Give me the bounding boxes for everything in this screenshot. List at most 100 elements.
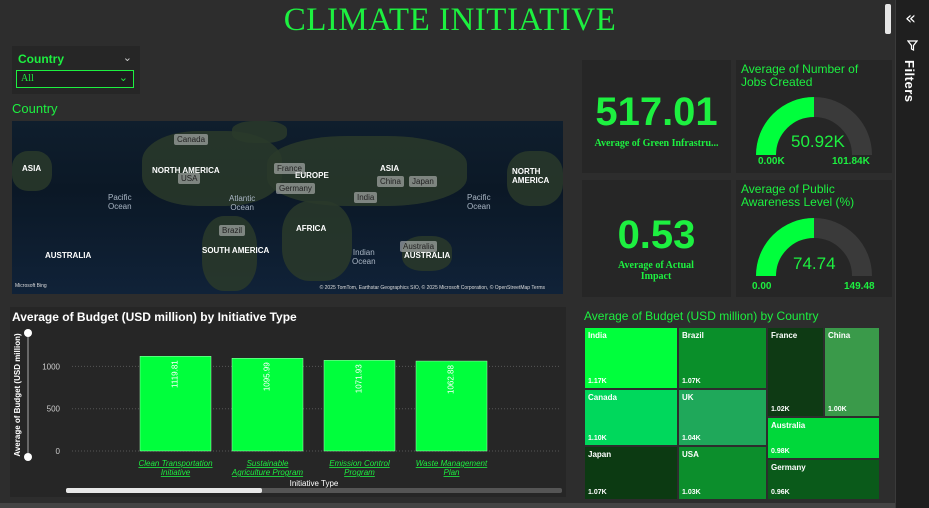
map-pin-usa[interactable]: USA (178, 173, 201, 184)
tile-name: France (771, 331, 798, 340)
map-pin-china[interactable]: China (377, 176, 404, 187)
country-slicer[interactable]: Country ⌄ All ⌄ (12, 46, 140, 94)
treemap-tile[interactable]: India 1.17K (584, 327, 678, 389)
continent-label: NORTH AMERICA (512, 167, 550, 185)
treemap-tile[interactable]: China 1.00K (824, 327, 880, 417)
land-west-americas (507, 151, 563, 206)
map-pin-australia[interactable]: Australia (400, 241, 438, 252)
dropdown-chevron-icon: ⌄ (118, 72, 128, 84)
continent-label: EUROPE (295, 171, 329, 180)
y-axis-slider-handle (24, 329, 32, 337)
tile-value: 1.07K (682, 378, 701, 385)
map-credit: © 2025 TomTom, Earthstar Geographics SIO… (319, 285, 545, 291)
map-title: Country (12, 101, 58, 116)
bar-chart-title: Average of Budget (USD million) by Initi… (12, 310, 297, 324)
kpi-card-green-infrastructure: 517.01 Average of Green Infrastru... (582, 60, 731, 173)
gauge-title: Average of Number of Jobs Created (741, 62, 859, 89)
gauge-min: 0.00 (752, 281, 772, 292)
ocean-label: Pacific Ocean (108, 193, 132, 211)
gauge-value: 74.74 (793, 254, 836, 273)
treemap-tile[interactable]: France 1.02K (767, 327, 824, 417)
bar (323, 360, 396, 452)
map-pin-india[interactable]: India (354, 192, 378, 203)
bar-value-label: 1071.93 (355, 364, 364, 393)
map-pin-france[interactable]: France (274, 163, 305, 174)
collapse-chevron-icon[interactable]: « (905, 8, 917, 29)
filters-label: Filters (902, 60, 917, 103)
kpi-label: Average of Green Infrastru... (594, 138, 719, 149)
tile-value: 0.96K (771, 489, 790, 496)
y-tick-label: 500 (47, 405, 61, 414)
kpi-card-actual-impact: 0.53 Average of Actual Impact (582, 180, 731, 297)
gauge-card-jobs: Average of Number of Jobs Created 50.92K… (736, 60, 892, 173)
map-pin-japan[interactable]: Japan (409, 176, 437, 187)
x-scrollbar-thumb (66, 488, 262, 493)
bar-value-label: 1095.99 (263, 362, 272, 391)
tile-name: Germany (771, 463, 806, 472)
continent-label: SOUTH AMERICA (202, 246, 270, 255)
gauge-title: Average of Public Awareness Level (%) (741, 182, 855, 209)
treemap-tile[interactable]: USA 1.03K (678, 446, 767, 500)
bar (231, 358, 304, 452)
tile-name: China (828, 331, 851, 340)
x-tick-label: Emission Control (329, 459, 390, 468)
treemap[interactable]: India 1.17K Brazil 1.07K France 1.02K China… (584, 327, 880, 500)
treemap-tile[interactable]: UK 1.04K (678, 389, 767, 446)
gauge-max: 101.84K (832, 156, 870, 167)
gauge-min: 0.00K (758, 156, 785, 167)
country-map[interactable]: ASIA NORTH AMERICA EUROPE ASIA NORTH AME… (12, 121, 563, 294)
land-east-asia (12, 151, 52, 191)
filter-icon (907, 40, 918, 51)
treemap-tile[interactable]: Germany 0.96K (767, 459, 880, 500)
page-title: CLIMATE INITIATIVE (283, 2, 617, 38)
chevron-down-icon[interactable]: ⌄ (122, 52, 132, 64)
tile-name: Canada (588, 393, 617, 402)
treemap-tile[interactable]: Japan 1.07K (584, 446, 678, 500)
continent-label: ASIA (380, 164, 400, 173)
tile-value: 1.04K (682, 435, 701, 442)
tile-value: 1.07K (588, 489, 607, 496)
slicer-dropdown[interactable]: All ⌄ (16, 70, 134, 88)
filters-pane[interactable]: « Filters (895, 0, 929, 508)
ocean-label: Indian Ocean (352, 248, 376, 266)
map-pin-canada[interactable]: Canada (174, 134, 209, 145)
x-tick-label: Initiative (161, 468, 191, 477)
x-tick-label: Sustainable (247, 459, 289, 468)
y-axis-slider-handle (24, 453, 32, 461)
bar-value-label: 1119.81 (171, 360, 180, 388)
gauge (756, 218, 872, 277)
kpi-label: Average of Actual Impact (618, 260, 694, 282)
bar-chart[interactable]: 1000 500 0 Average of Budget (USD million) 1… (10, 307, 566, 497)
tile-name: Brazil (682, 331, 704, 340)
continent-label: NORTH AMERICA (152, 166, 220, 175)
ocean-label: Atlantic Ocean (229, 194, 256, 212)
tile-value: 1.17K (588, 378, 607, 385)
kpi-value: 517.01 (595, 90, 718, 134)
gauge-card-awareness: Average of Public Awareness Level (%) 74… (736, 180, 892, 297)
y-tick-label: 0 (56, 447, 61, 456)
continent-label: AUSTRALIA (45, 251, 92, 260)
bar (415, 360, 488, 452)
x-axis-label: Initiative Type (290, 479, 339, 488)
map-provider-logo: Microsoft Bing (15, 283, 47, 289)
continent-label: AUSTRALIA (404, 251, 451, 260)
vertical-scrollbar[interactable] (885, 4, 891, 34)
ocean-label: Pacific Ocean (467, 193, 491, 211)
treemap-tile[interactable]: Australia 0.98K (767, 417, 880, 459)
gauge (756, 97, 872, 156)
bar-value-label: 1062.88 (447, 365, 456, 394)
kpi-value: 0.53 (617, 213, 696, 257)
page-bottom-bar (0, 503, 895, 508)
treemap-tile[interactable]: Canada 1.10K (584, 389, 678, 446)
tile-name: Australia (771, 421, 806, 430)
treemap-tile[interactable]: Brazil 1.07K (678, 327, 767, 389)
slicer-label: Country (18, 52, 64, 66)
map-pin-brazil[interactable]: Brazil (219, 225, 246, 236)
x-tick-label: Clean Transportation (138, 459, 213, 468)
gauge-max: 149.48 (844, 281, 875, 292)
land-africa (282, 201, 352, 281)
tile-name: Japan (588, 450, 612, 459)
tile-value: 1.00K (828, 406, 847, 413)
continent-label: ASIA (22, 164, 42, 173)
map-pin-germany[interactable]: Germany (276, 183, 315, 194)
